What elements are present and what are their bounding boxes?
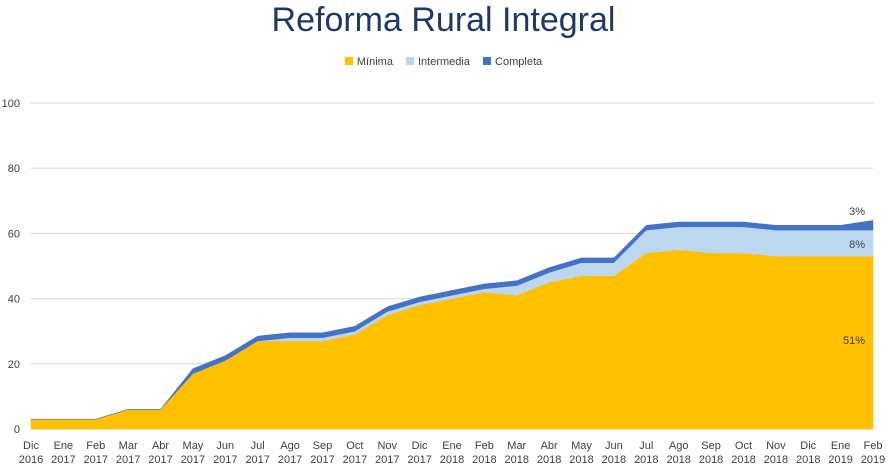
annotation-completa: 3% (849, 206, 865, 218)
annotation-minima: 51% (843, 335, 865, 347)
x-tick-label: Jun 2017 (213, 440, 237, 466)
x-tick-label: May 2017 (181, 440, 205, 466)
y-tick-label: 40 (8, 294, 20, 306)
area-series-completa (31, 220, 874, 420)
annotations: 3% 8% 51% (843, 206, 865, 347)
x-axis-ticks: Dic 2016 Ene 2017 Feb 2017 Mar 2017 Abr 2017 May 20… (19, 440, 885, 466)
x-tick-label: May 2018 (569, 440, 593, 466)
x-tick-label: Jul 2018 (634, 440, 658, 466)
legend-item-completa: Completa (483, 56, 542, 68)
x-tick-label: Jul 2017 (245, 440, 269, 466)
y-tick-label: 100 (2, 98, 20, 110)
legend-item-minima: Mínima (344, 56, 393, 68)
legend-label-intermedia: Intermedia (418, 56, 470, 68)
x-tick-label: Ene 2018 (440, 440, 464, 466)
x-tick-label: Abr 2017 (148, 440, 172, 466)
x-tick-label: Feb 2018 (472, 440, 496, 466)
x-tick-label: Sep 2017 (310, 440, 334, 466)
x-tick-label: Nov 2018 (764, 440, 788, 466)
chart-title: Reforma Rural Integral (271, 1, 616, 39)
x-tick-label: Feb 2017 (84, 440, 108, 466)
legend-item-intermedia: Intermedia (406, 56, 470, 68)
legend-label-minima: Mínima (356, 56, 393, 68)
x-tick-label: Dic 2016 (19, 440, 43, 466)
x-tick-label: Ene 2017 (51, 440, 75, 466)
x-tick-label: Dic 2018 (796, 440, 820, 466)
x-tick-label: Dic 2017 (407, 440, 431, 466)
legend: Mínima Intermedia Completa (0, 56, 887, 68)
legend-swatch-minima (344, 57, 353, 65)
annotation-intermedia: 8% (849, 239, 865, 251)
x-tick-label: Sep 2018 (699, 440, 723, 466)
x-tick-label: Mar 2017 (116, 440, 140, 466)
stacked-areas (30, 220, 874, 430)
x-tick-label: Ago 2018 (666, 440, 690, 466)
legend-swatch-completa (483, 57, 492, 65)
legend-swatch-intermedia (406, 57, 414, 65)
y-tick-label: 80 (8, 163, 20, 175)
y-axis-ticks: 0 20 40 60 80 100 (2, 98, 20, 436)
legend-label-completa: Completa (495, 56, 543, 68)
x-tick-label: Jun 2018 (602, 440, 626, 466)
y-tick-label: 20 (8, 359, 20, 371)
x-tick-label: Mar 2018 (505, 440, 529, 466)
y-tick-label: 0 (14, 424, 20, 436)
area-series-minima (30, 249, 874, 430)
x-tick-label: Nov 2017 (375, 440, 399, 466)
x-tick-label: Oct 2018 (731, 440, 755, 466)
x-tick-label: Ago 2017 (278, 440, 302, 466)
x-tick-label: Oct 2017 (343, 440, 367, 466)
x-tick-label: Feb 2019 (861, 440, 885, 466)
x-tick-label: Abr 2018 (537, 440, 561, 466)
y-tick-label: 60 (8, 228, 20, 240)
x-tick-label: Ene 2019 (828, 440, 852, 466)
